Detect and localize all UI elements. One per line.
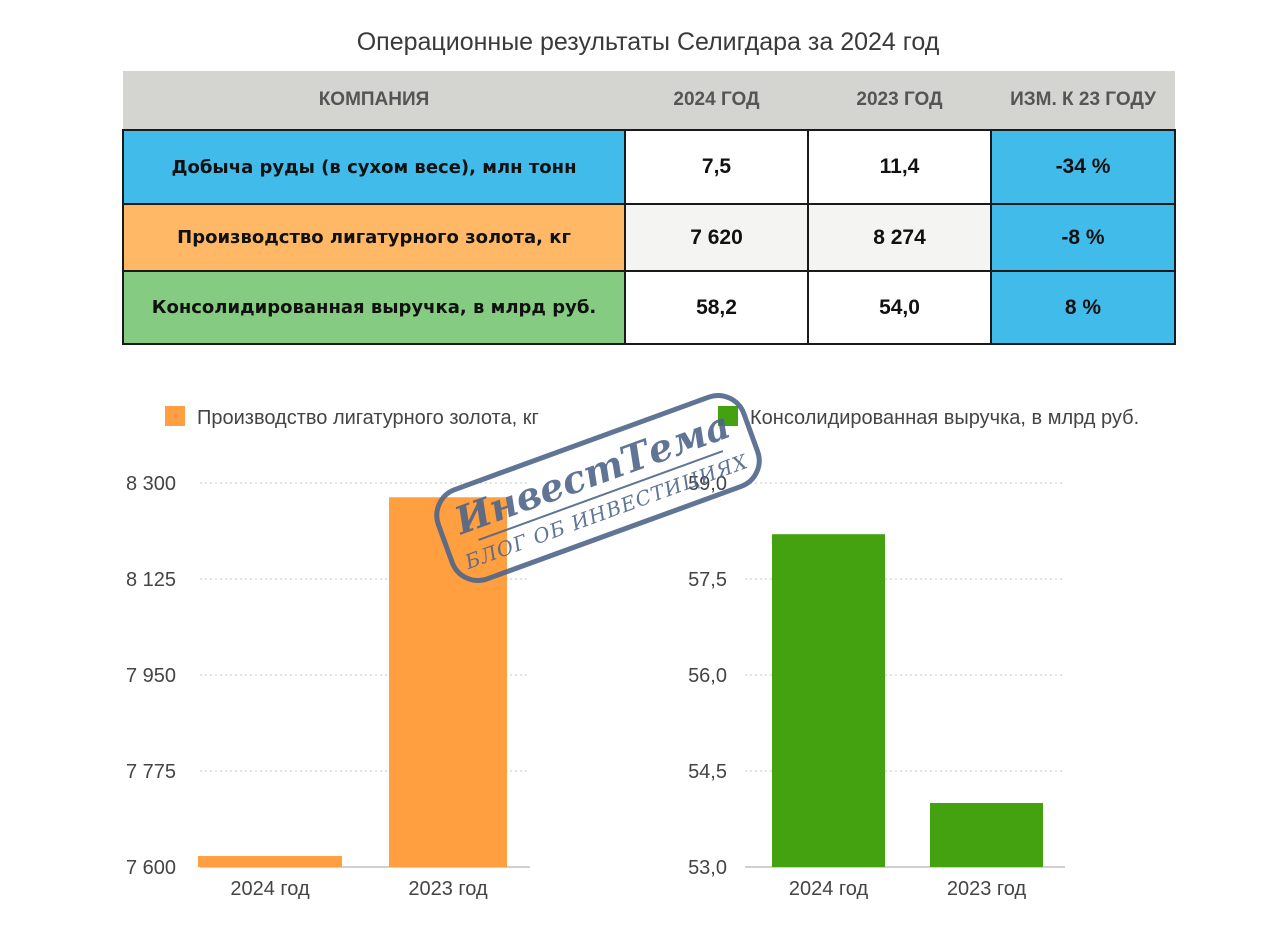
results-table: КОМПАНИЯ 2024 ГОД 2023 ГОД ИЗМ. К 23 ГОД… [122, 71, 1176, 345]
bar [389, 497, 507, 867]
y-tick-label: 8 300 [126, 473, 176, 495]
x-tick-label: 2023 год [408, 878, 488, 900]
table-header-row: КОМПАНИЯ 2024 ГОД 2023 ГОД ИЗМ. К 23 ГОД… [123, 71, 1175, 130]
legend-label: Консолидированная выручка, в млрд руб. [750, 407, 1139, 429]
cell-2023: 11,4 [807, 129, 992, 205]
row-label: Консолидированная выручка, в млрд руб. [122, 270, 626, 345]
y-tick-label: 7 600 [126, 857, 176, 879]
cell-2024: 58,2 [624, 270, 809, 345]
bar [772, 534, 885, 867]
row-label: Производство лигатурного золота, кг [122, 203, 626, 272]
y-tick-label: 59,0 [688, 473, 727, 495]
y-tick-label: 8 125 [126, 569, 176, 591]
cell-change: -34 % [990, 129, 1176, 205]
cell-change: -8 % [990, 203, 1176, 272]
cell-2023: 54,0 [807, 270, 992, 345]
y-tick-label: 56,0 [688, 665, 727, 687]
legend-swatch [718, 406, 738, 426]
table-row: Консолидированная выручка, в млрд руб. 5… [122, 270, 1176, 345]
y-tick-label: 53,0 [688, 857, 727, 879]
y-tick-label: 7 950 [126, 665, 176, 687]
cell-2024: 7 620 [624, 203, 809, 272]
cell-change: 8 % [990, 270, 1176, 345]
legend-swatch [165, 406, 185, 426]
x-tick-label: 2024 год [789, 878, 869, 900]
header-company: КОМПАНИЯ [123, 71, 625, 130]
page-title: Операционные результаты Селигдара за 202… [356, 28, 940, 56]
cell-2023: 8 274 [807, 203, 992, 272]
cell-2024: 7,5 [624, 129, 809, 205]
header-2023: 2023 ГОД [808, 71, 991, 130]
legend-label: Производство лигатурного золота, кг [197, 407, 539, 429]
bar [930, 803, 1043, 867]
x-tick-label: 2024 год [230, 878, 310, 900]
y-tick-label: 57,5 [688, 569, 727, 591]
header-2024: 2024 ГОД [625, 71, 808, 130]
bar [198, 856, 342, 867]
y-tick-label: 54,5 [688, 761, 727, 783]
x-tick-label: 2023 год [947, 878, 1027, 900]
row-label: Добыча руды (в сухом весе), млн тонн [122, 129, 626, 205]
table-row: Добыча руды (в сухом весе), млн тонн 7,5… [122, 129, 1176, 205]
header-change: ИЗМ. К 23 ГОДУ [991, 71, 1175, 130]
y-tick-label: 7 775 [126, 761, 176, 783]
table-row: Производство лигатурного золота, кг 7 62… [122, 203, 1176, 272]
